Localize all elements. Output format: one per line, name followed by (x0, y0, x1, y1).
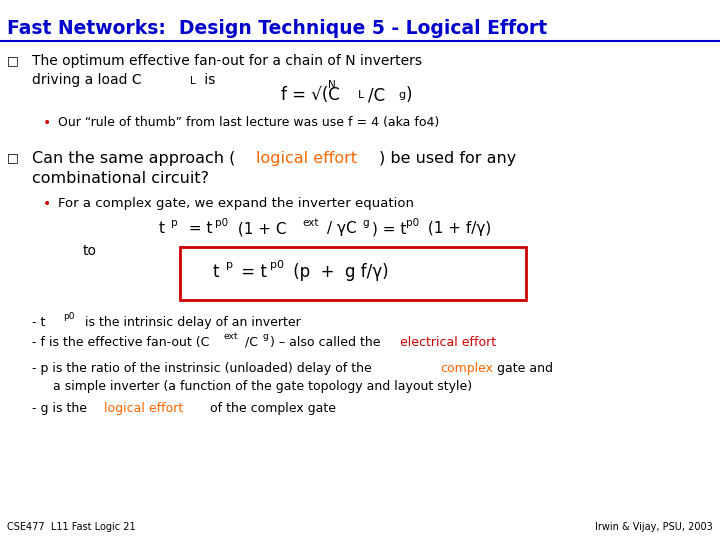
Text: g: g (262, 332, 268, 341)
Text: - f is the effective fan-out (C: - f is the effective fan-out (C (32, 336, 210, 349)
Text: g: g (362, 218, 369, 228)
FancyBboxPatch shape (180, 247, 526, 300)
Text: (1 + f/γ): (1 + f/γ) (423, 221, 492, 237)
Text: is the intrinsic delay of an inverter: is the intrinsic delay of an inverter (81, 316, 301, 329)
Text: to: to (83, 244, 96, 258)
Text: driving a load C: driving a load C (32, 73, 142, 87)
Text: /C: /C (368, 86, 385, 104)
Text: /C: /C (245, 336, 258, 349)
Text: •: • (43, 197, 51, 211)
Text: - t: - t (32, 316, 46, 329)
Text: p0: p0 (63, 312, 74, 321)
Text: complex: complex (441, 362, 494, 375)
Text: = t: = t (184, 221, 212, 237)
Text: □: □ (7, 54, 19, 67)
Text: gate and: gate and (493, 362, 553, 375)
Text: ) – also called the: ) – also called the (270, 336, 384, 349)
Text: p: p (171, 218, 178, 228)
Text: of the complex gate: of the complex gate (206, 402, 336, 415)
Text: L: L (190, 76, 196, 86)
Text: ext: ext (223, 332, 238, 341)
Text: electrical effort: electrical effort (400, 336, 497, 349)
Text: □: □ (7, 151, 19, 164)
Text: ): ) (406, 86, 413, 104)
Text: For a complex gate, we expand the inverter equation: For a complex gate, we expand the invert… (58, 197, 413, 210)
Text: ) = t: ) = t (372, 221, 406, 237)
Text: / γC: / γC (327, 221, 356, 237)
Text: combinational circuit?: combinational circuit? (32, 171, 210, 186)
Text: Can the same approach (: Can the same approach ( (32, 151, 235, 166)
Text: Fast Networks:  Design Technique 5 - Logical Effort: Fast Networks: Design Technique 5 - Logi… (7, 19, 547, 38)
Text: g: g (398, 90, 405, 100)
Text: t: t (158, 221, 164, 237)
Text: logical effort: logical effort (256, 151, 356, 166)
Text: •: • (43, 116, 51, 130)
Text: - p is the ratio of the instrinsic (unloaded) delay of the: - p is the ratio of the instrinsic (unlo… (32, 362, 376, 375)
Text: - g is the: - g is the (32, 402, 91, 415)
Text: f = √(C: f = √(C (281, 86, 340, 104)
Text: is: is (200, 73, 215, 87)
Text: N: N (328, 80, 336, 90)
Text: p0: p0 (406, 218, 419, 228)
Text: CSE477  L11 Fast Logic 21: CSE477 L11 Fast Logic 21 (7, 522, 136, 532)
Text: L: L (358, 90, 364, 100)
Text: The optimum effective fan-out for a chain of N inverters: The optimum effective fan-out for a chai… (32, 54, 423, 68)
Text: logical effort: logical effort (104, 402, 184, 415)
Text: p0: p0 (270, 260, 284, 270)
Text: a simple inverter (a function of the gate topology and layout style): a simple inverter (a function of the gat… (53, 380, 472, 393)
Text: Our “rule of thumb” from last lecture was use f = 4 (aka fo4): Our “rule of thumb” from last lecture wa… (58, 116, 439, 129)
Text: (1 + C: (1 + C (233, 221, 286, 237)
Text: t: t (212, 263, 219, 281)
Text: ) be used for any: ) be used for any (379, 151, 517, 166)
Text: p: p (226, 260, 233, 270)
Text: (p  +  g f/γ): (p + g f/γ) (288, 263, 389, 281)
Text: p0: p0 (215, 218, 228, 228)
Text: ext: ext (302, 218, 319, 228)
Text: = t: = t (236, 263, 267, 281)
Text: Irwin & Vijay, PSU, 2003: Irwin & Vijay, PSU, 2003 (595, 522, 713, 532)
